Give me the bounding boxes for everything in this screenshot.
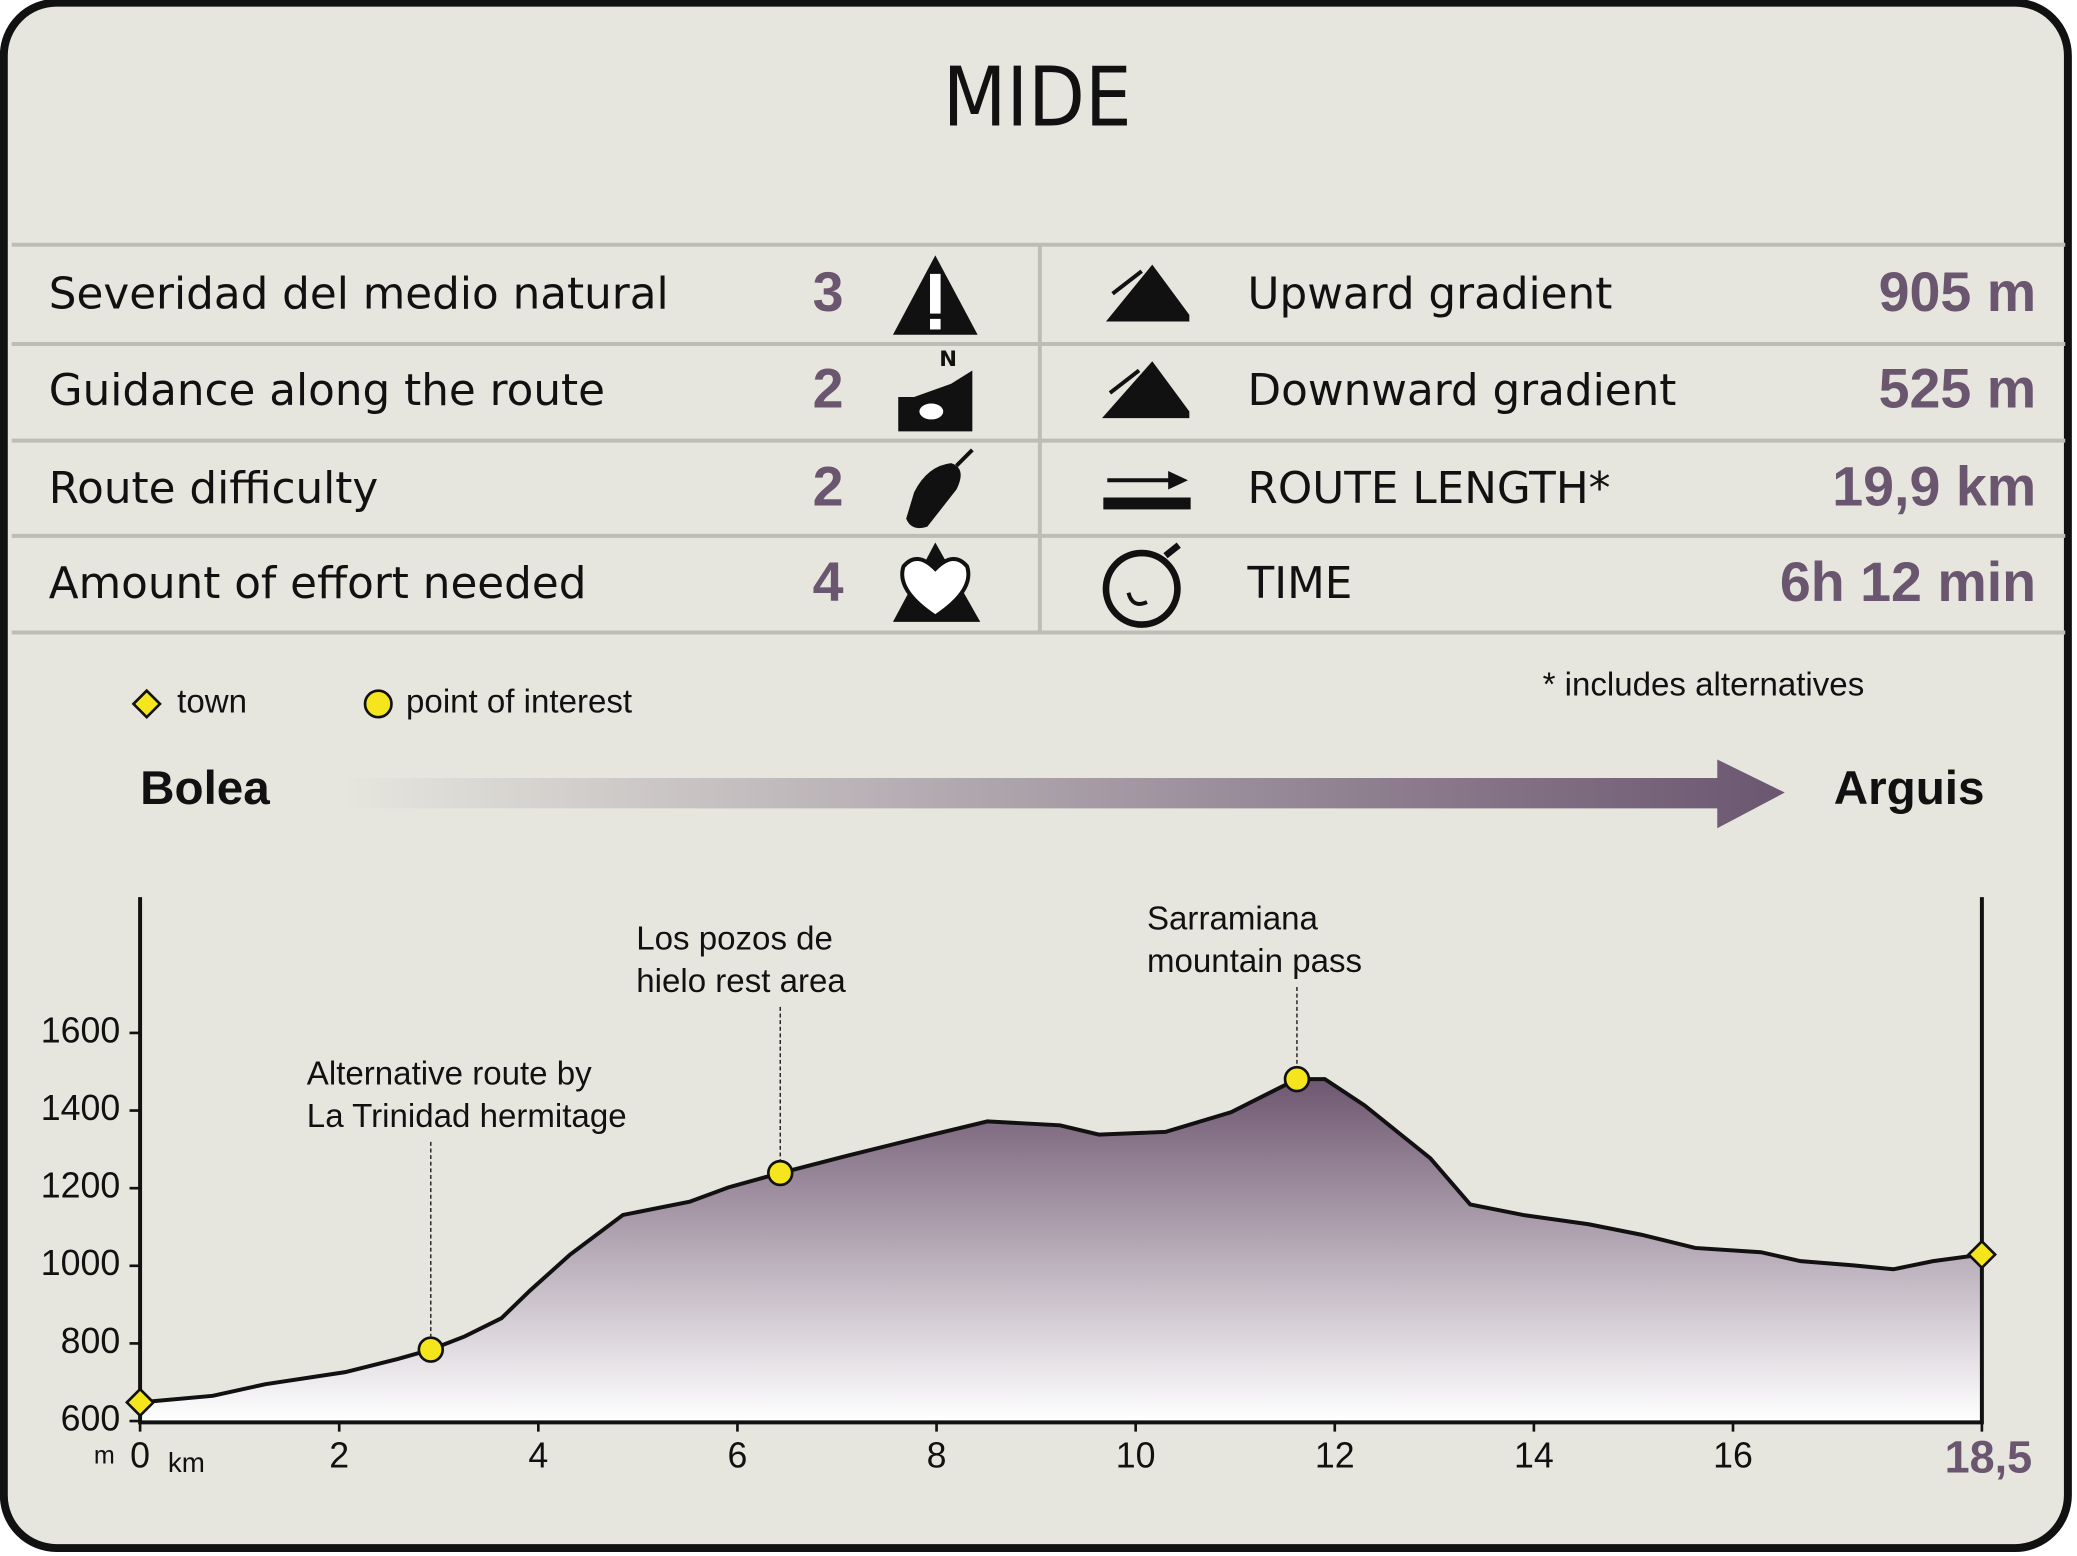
row-value: 2: [813, 456, 844, 518]
row-value: 905 m: [1879, 261, 2037, 323]
route-end: Arguis: [1834, 762, 1985, 815]
row-value: 6h 12 min: [1780, 551, 2036, 613]
note: * includes alternatives: [1543, 666, 1865, 703]
row-label: TIME: [1247, 558, 1353, 609]
x-tick-label: 14: [1514, 1436, 1554, 1476]
row-value: 2: [813, 358, 844, 420]
y-tick-label: 1200: [41, 1166, 120, 1206]
poi-marker: [417, 1336, 445, 1363]
y-tick-label: 1000: [41, 1243, 120, 1283]
icons: N: [892, 255, 1191, 628]
y-unit: m: [94, 1441, 115, 1469]
poi-marker: [1283, 1065, 1311, 1093]
town-marker: [1966, 1239, 1997, 1270]
area: [140, 1079, 1982, 1422]
row-label: Amount of effort needed: [49, 558, 587, 609]
poi-label: mountain pass: [1147, 943, 1362, 980]
poi-label: Los pozos de: [636, 920, 833, 957]
elevation-chart: 600 800 1000 1200 1400 1600 0 2 4 6 8 10 12 14 16 18,5 m…: [41, 897, 2032, 1483]
x-tick-label: 18,5: [1945, 1432, 2033, 1483]
row-label: Downward gradient: [1248, 365, 1677, 416]
x-tick-label: 2: [329, 1436, 349, 1476]
x-tick-label: 12: [1315, 1436, 1355, 1476]
route-start: Bolea: [140, 762, 270, 815]
y-tick-label: 600: [61, 1398, 121, 1438]
row-value: 4: [813, 551, 844, 613]
row-value: 19,9 km: [1832, 456, 2036, 518]
legend: town point of interest * includes altern…: [131, 666, 1865, 721]
x-tick-label: 16: [1713, 1436, 1753, 1476]
axes: [138, 897, 1984, 1425]
row-value: 525 m: [1879, 358, 2037, 420]
poi-label: hielo rest area: [636, 963, 846, 1000]
poi-label: La Trinidad hermitage: [307, 1098, 627, 1135]
title: MIDE: [943, 51, 1132, 146]
row-label: Guidance along the route: [49, 365, 605, 416]
x-tick-label: 4: [528, 1436, 548, 1476]
row-label: Route difficulty: [49, 463, 378, 514]
row-label: Upward gradient: [1248, 268, 1613, 319]
poi-label: Sarramiana: [1147, 901, 1319, 938]
row-label: Severidad del medio natural: [49, 268, 669, 319]
town-marker: [124, 1387, 156, 1418]
row-label: ROUTE LENGTH*: [1248, 463, 1611, 514]
route-arrow: Bolea Arguis: [140, 759, 1985, 829]
poi-marker: [767, 1159, 794, 1187]
x-tick-label: 0: [130, 1436, 150, 1476]
table-lines: [11, 242, 2066, 635]
y-tick-label: 1600: [41, 1010, 120, 1050]
table: Severidad del medio natural 3 Guidance alo…: [49, 261, 2036, 613]
row-value: 3: [813, 261, 844, 323]
svg-text:N: N: [939, 346, 957, 371]
legend-poi: point of interest: [406, 684, 632, 721]
poi-label: Alternative route by: [307, 1055, 592, 1092]
x-unit: km: [168, 1447, 205, 1478]
profile-line: [139, 1077, 1983, 1405]
x-tick-label: 10: [1116, 1436, 1156, 1476]
y-tick-label: 1400: [41, 1088, 120, 1128]
x-tick-label: 8: [927, 1436, 947, 1476]
x-tick-label: 6: [727, 1436, 747, 1476]
legend-town: town: [177, 684, 247, 721]
y-tick-label: 800: [61, 1321, 121, 1361]
